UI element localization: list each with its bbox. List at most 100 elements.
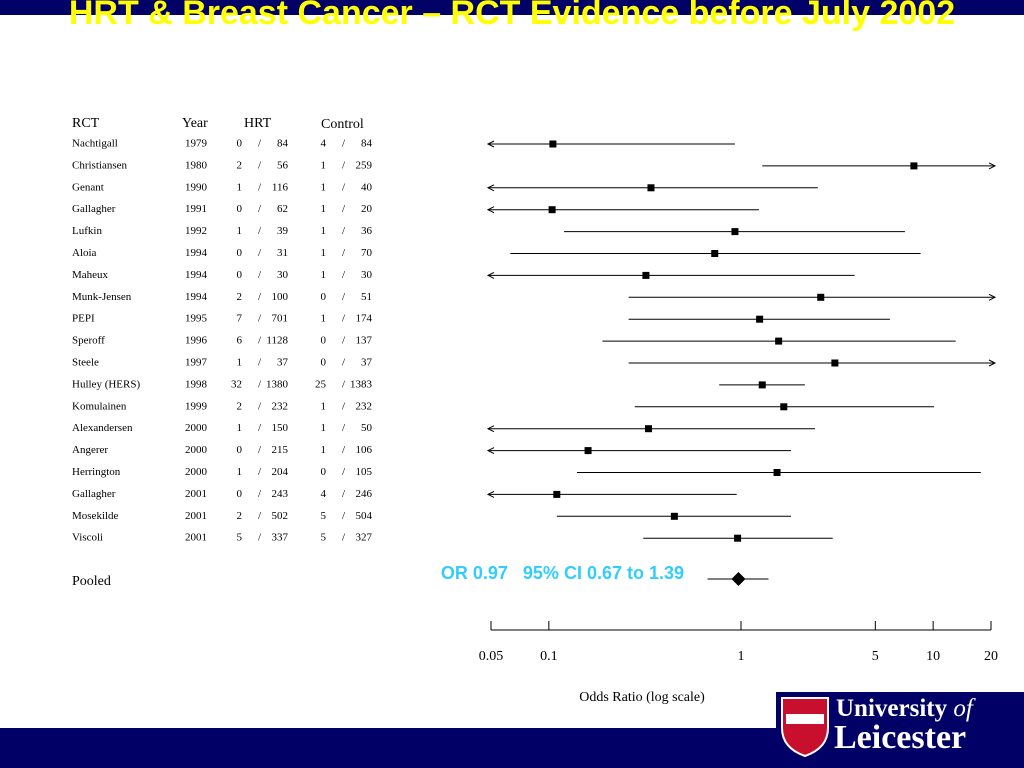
hrt-events: 0 [237, 444, 243, 456]
logo-text: Leicester [834, 719, 966, 756]
odds-ratio [910, 162, 918, 170]
odds-ratio [731, 228, 739, 236]
study-name: Speroff [72, 335, 105, 347]
ci-arrow [486, 447, 495, 455]
odds-ratio [642, 271, 650, 279]
ci-arrow [486, 206, 495, 214]
control-total: 84 [361, 138, 373, 150]
control-events: 25 [315, 378, 327, 390]
study-name: Genant [72, 181, 104, 193]
odds-ratio [548, 206, 556, 214]
control-total: 30 [361, 269, 373, 281]
study-name: Maheux [72, 269, 109, 281]
control-total: 70 [361, 247, 373, 259]
hrt-events: 1 [237, 422, 243, 434]
sep: / [342, 313, 346, 325]
control-events: 1 [321, 181, 327, 193]
control-events: 1 [321, 159, 327, 171]
control-total: 51 [361, 291, 372, 303]
x-tick-label: 1 [738, 649, 745, 664]
control-events: 0 [321, 291, 327, 303]
sep: / [258, 422, 262, 434]
hrt-total: 150 [272, 422, 289, 434]
control-total: 50 [361, 422, 373, 434]
control-total: 40 [361, 181, 373, 193]
hrt-events: 6 [237, 335, 243, 347]
odds-ratio [756, 315, 764, 323]
hrt-total: 337 [272, 532, 289, 544]
study-year: 2000 [185, 444, 208, 456]
study-year: 2001 [185, 510, 207, 522]
sep: / [258, 488, 262, 500]
control-events: 1 [321, 422, 327, 434]
x-tick-label: 0.1 [540, 649, 558, 664]
control-total: 246 [356, 488, 373, 500]
study-year: 1996 [185, 335, 208, 347]
hrt-total: 84 [277, 138, 289, 150]
sep: / [258, 313, 262, 325]
study-year: 1997 [185, 357, 208, 369]
study-name: Alexandersen [72, 422, 133, 434]
control-events: 1 [321, 400, 327, 412]
study-name: Hulley (HERS) [72, 378, 140, 390]
hrt-total: 30 [277, 269, 289, 281]
study-name: Angerer [72, 444, 108, 456]
sep: / [342, 159, 346, 171]
study-year: 2001 [185, 532, 207, 544]
control-total: 232 [356, 400, 373, 412]
hrt-events: 1 [237, 181, 243, 193]
hrt-total: 1128 [266, 335, 288, 347]
hrt-total: 116 [272, 181, 289, 193]
study-year: 1995 [185, 313, 208, 325]
sep: / [258, 291, 262, 303]
control-events: 4 [321, 488, 327, 500]
sep: / [342, 532, 346, 544]
control-total: 259 [356, 159, 373, 171]
odds-ratio [711, 250, 719, 257]
study-year: 1980 [185, 159, 208, 171]
hrt-total: 39 [277, 225, 289, 237]
hrt-total: 1380 [266, 378, 289, 390]
control-events: 1 [321, 269, 327, 281]
control-events: 1 [321, 225, 327, 237]
study-year: 1992 [185, 225, 207, 237]
sep: / [342, 400, 346, 412]
ci-arrow [486, 140, 495, 148]
study-year: 1979 [185, 138, 208, 150]
study-name: Steele [72, 357, 99, 369]
hrt-events: 2 [237, 291, 243, 303]
control-total: 37 [361, 357, 373, 369]
ci-arrow [486, 425, 495, 433]
annotation: OR 0.97 95% CI 0.67 to 1.39 [441, 563, 684, 583]
hrt-total: 62 [277, 203, 288, 215]
sep: / [258, 247, 262, 259]
logo-text: University of [836, 695, 976, 722]
sep: / [342, 181, 346, 193]
col-header: Year [182, 116, 208, 131]
sep: / [258, 138, 262, 150]
study-year: 1998 [185, 378, 208, 390]
hrt-events: 2 [237, 400, 243, 412]
odds-ratio [817, 293, 825, 301]
study-name: PEPI [72, 313, 95, 325]
hrt-events: 2 [237, 510, 243, 522]
hrt-total: 701 [272, 313, 289, 325]
odds-ratio [644, 425, 652, 433]
sep: / [258, 203, 262, 215]
study-name: Viscoli [72, 532, 103, 544]
study-year: 1994 [185, 247, 208, 259]
control-events: 0 [321, 335, 327, 347]
col-header: Control [321, 117, 364, 132]
study-year: 1990 [185, 181, 208, 193]
study-name: Nachtigall [72, 138, 118, 150]
sep: / [342, 138, 346, 150]
slide-title: HRT & Breast Cancer – RCT Evidence befor… [68, 0, 956, 32]
odds-ratio [831, 359, 839, 367]
ci-arrow [486, 490, 495, 498]
ci-arrow [988, 293, 997, 301]
control-total: 20 [361, 203, 373, 215]
control-events: 1 [321, 444, 327, 456]
hrt-events: 1 [237, 357, 243, 369]
sep: / [342, 247, 346, 259]
sep: / [258, 357, 262, 369]
